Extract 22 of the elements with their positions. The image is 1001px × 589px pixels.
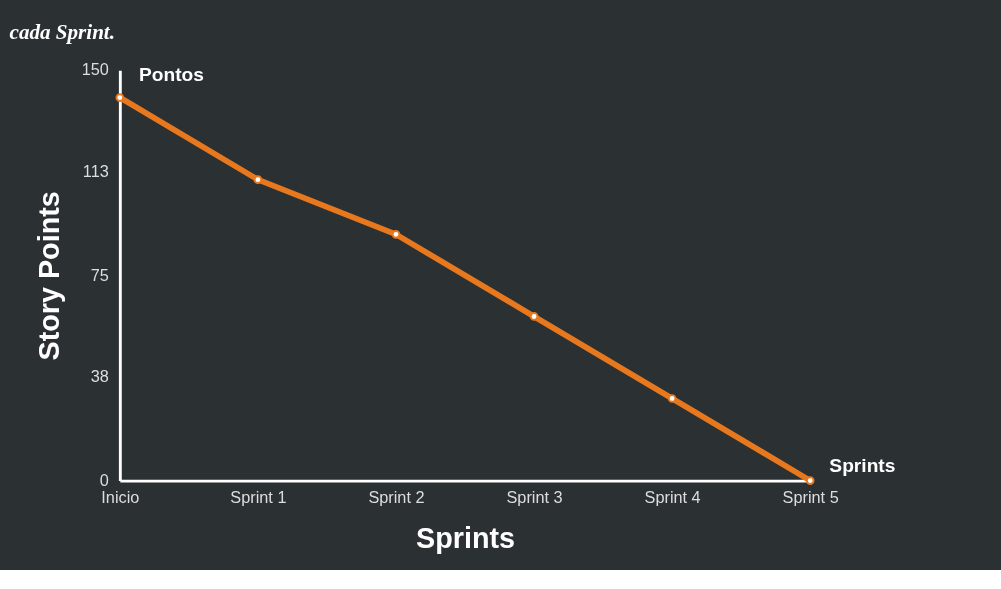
point xyxy=(805,476,815,485)
y-tick-label: 113 xyxy=(82,161,109,180)
x-tick-label: Sprint 4 xyxy=(644,488,701,507)
y-tick-label: 150 xyxy=(81,60,109,79)
x-tick-label: Sprint 2 xyxy=(368,488,425,507)
point xyxy=(253,175,263,184)
point xyxy=(115,93,125,102)
text: cada Sprint. xyxy=(9,19,116,44)
y-tick-label: 75 xyxy=(90,265,109,284)
x-tick-label: Inicio xyxy=(101,488,140,507)
x-tick-label: Sprint 5 xyxy=(782,488,839,507)
text: Sprints xyxy=(829,454,896,476)
x-tick-label: Sprint 1 xyxy=(230,488,287,507)
annotation: Pontos xyxy=(139,63,204,85)
point xyxy=(529,312,539,321)
y-tick-label: 0 xyxy=(99,470,109,489)
x-axis-title: Sprints xyxy=(415,522,516,555)
y-tick-label: 38 xyxy=(90,366,109,385)
x-tick-label: Sprint 3 xyxy=(506,488,563,507)
point xyxy=(391,230,401,239)
y-axis-title: Story Points xyxy=(32,191,65,361)
point xyxy=(667,394,677,403)
